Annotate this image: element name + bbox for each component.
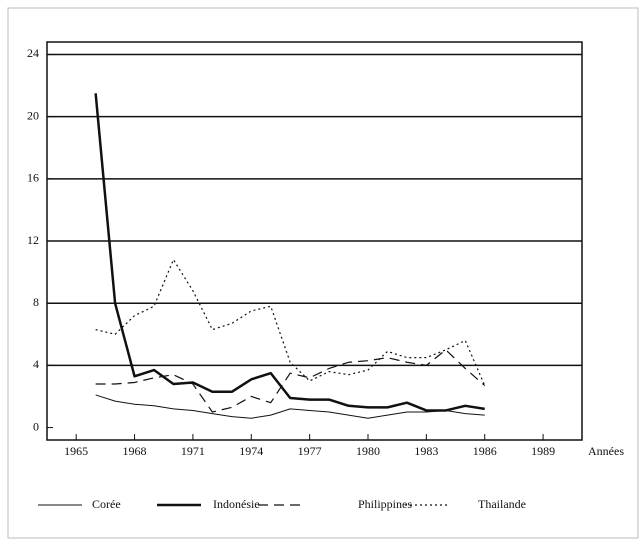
x-tick-label: 1968 bbox=[123, 444, 147, 458]
series-line bbox=[95, 349, 486, 413]
series-line bbox=[95, 259, 486, 386]
x-tick-label: 1983 bbox=[414, 444, 438, 458]
series-line bbox=[95, 394, 485, 419]
x-tick-label: 1965 bbox=[64, 444, 88, 458]
y-tick-label: 24 bbox=[27, 46, 39, 60]
legend-label: Philippines bbox=[358, 497, 412, 511]
y-tick-label: 4 bbox=[33, 357, 39, 371]
x-tick-label: 1986 bbox=[473, 444, 497, 458]
legend-label: Indonésie bbox=[213, 497, 260, 511]
frame bbox=[7, 7, 639, 539]
y-tick-label: 8 bbox=[33, 295, 39, 309]
x-axis-label: Années bbox=[588, 444, 624, 458]
y-tick-label: 12 bbox=[27, 233, 39, 247]
x-tick-label: 1989 bbox=[531, 444, 555, 458]
x-tick-label: 1977 bbox=[298, 444, 322, 458]
y-tick-label: 20 bbox=[27, 108, 39, 122]
x-tick-label: 1971 bbox=[181, 444, 205, 458]
x-tick-label: 1980 bbox=[356, 444, 380, 458]
y-tick-label: 0 bbox=[33, 419, 39, 433]
legend-label: Corée bbox=[92, 497, 121, 511]
series-line bbox=[94, 93, 485, 412]
y-tick-label: 16 bbox=[27, 171, 39, 185]
x-tick-label: 1974 bbox=[239, 444, 263, 458]
legend-label: Thailande bbox=[478, 497, 526, 511]
